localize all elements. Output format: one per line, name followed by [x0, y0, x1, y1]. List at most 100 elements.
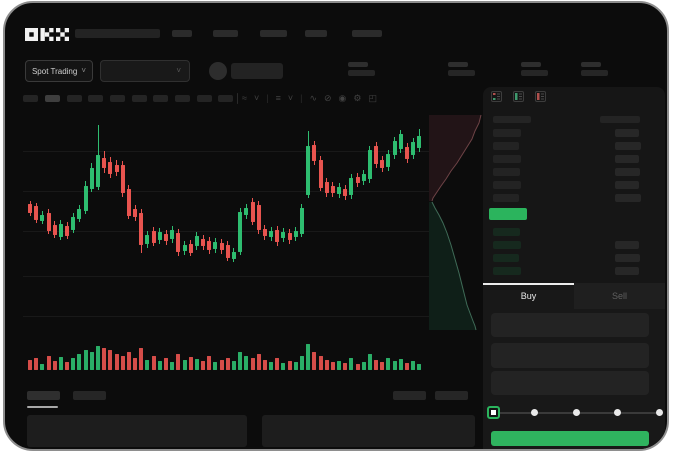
- volume-bar: [380, 362, 385, 370]
- nav-item-placeholder[interactable]: [172, 30, 192, 37]
- depth-chart[interactable]: [429, 111, 483, 333]
- orderbook-bids-view-icon[interactable]: [513, 91, 524, 102]
- volume-bar: [157, 361, 162, 370]
- last-price-bar[interactable]: [489, 208, 527, 220]
- tab-buy[interactable]: Buy: [483, 283, 574, 309]
- candle: [324, 182, 329, 193]
- volume-bar: [398, 359, 403, 370]
- header-search-placeholder[interactable]: [75, 29, 160, 38]
- amount-slider[interactable]: [486, 405, 663, 420]
- tab-sell[interactable]: Sell: [574, 283, 665, 309]
- chevron-down-icon: ˅: [81, 66, 87, 75]
- volume-bar: [417, 364, 422, 370]
- stat-value-placeholder: [581, 70, 608, 76]
- timeframe-button[interactable]: [218, 95, 233, 102]
- orderbook-bid-row[interactable]: [483, 238, 665, 251]
- orderbook-bid-row[interactable]: [483, 264, 665, 277]
- total-field[interactable]: [491, 371, 649, 395]
- timeframe-button[interactable]: [132, 95, 147, 102]
- orderbook-asks-view-icon[interactable]: [535, 91, 546, 102]
- candles-layer: [23, 111, 429, 336]
- candle: [83, 186, 88, 211]
- volume-bar: [231, 361, 236, 370]
- volume-bar: [330, 362, 335, 370]
- timeframe-button[interactable]: [67, 95, 82, 102]
- timeframe-button[interactable]: [110, 95, 125, 102]
- chart-gridline: [23, 151, 429, 152]
- orderbook-ask-row[interactable]: [483, 126, 665, 139]
- volume-bar: [367, 354, 372, 370]
- chevron-down-icon[interactable]: ˅: [287, 93, 294, 103]
- volume-bar: [262, 360, 267, 370]
- bid-size-bar: [493, 227, 520, 236]
- candle: [126, 189, 131, 216]
- orderbook-ask-row[interactable]: [483, 139, 665, 152]
- timeframe-button[interactable]: [23, 95, 38, 102]
- orderbook-ask-row[interactable]: [483, 152, 665, 165]
- amount-field[interactable]: [491, 343, 649, 368]
- price-chart[interactable]: [23, 111, 429, 336]
- buy-submit-button[interactable]: [491, 431, 649, 446]
- slider-stop-dot[interactable]: [655, 409, 663, 416]
- candle: [293, 231, 298, 237]
- volume-bar: [102, 348, 107, 370]
- camera-icon[interactable]: ◉: [338, 93, 347, 103]
- indicators-icon[interactable]: ≡: [275, 93, 281, 103]
- orderbook-combined-view-icon[interactable]: [491, 91, 502, 102]
- orderbook-bid-row[interactable]: [483, 225, 665, 238]
- volume-bar: [164, 358, 168, 370]
- slider-stop-dot[interactable]: [572, 409, 580, 416]
- candle: [330, 186, 335, 193]
- pair-selector[interactable]: ˅: [100, 60, 190, 82]
- bottom-action-placeholder[interactable]: [435, 391, 468, 400]
- bottom-tab-placeholder[interactable]: [73, 391, 106, 400]
- orderbook-bid-row[interactable]: [483, 251, 665, 264]
- candle: [318, 160, 323, 188]
- depth-bids-area: [429, 202, 476, 330]
- volume-bar: [287, 361, 292, 370]
- candle: [207, 241, 212, 250]
- timeframe-button-active[interactable]: [45, 95, 60, 102]
- volume-bar: [133, 358, 138, 370]
- bottom-tab-active-placeholder[interactable]: [27, 391, 60, 400]
- candle: [361, 174, 366, 181]
- timeframe-button[interactable]: [88, 95, 103, 102]
- volume-bar: [269, 362, 273, 370]
- stat-value-placeholder: [348, 70, 375, 76]
- interval-icon[interactable]: ≈: [242, 93, 247, 103]
- candle: [405, 147, 409, 159]
- volume-bar: [170, 362, 175, 370]
- timeframe-button[interactable]: [153, 95, 168, 102]
- slider-stop-dot[interactable]: [614, 409, 621, 416]
- candle: [417, 136, 422, 148]
- eraser-tool-icon[interactable]: ⊘: [323, 93, 332, 103]
- active-tab-underline: [27, 406, 58, 408]
- timeframe-button[interactable]: [175, 95, 190, 102]
- row-amount-bar: [615, 128, 639, 137]
- nav-item-placeholder[interactable]: [260, 30, 287, 37]
- orderbook-ask-row[interactable]: [483, 165, 665, 178]
- candle: [312, 145, 317, 161]
- nav-item-placeholder[interactable]: [305, 30, 327, 37]
- orderbook-ask-row[interactable]: [483, 191, 665, 204]
- chevron-down-icon[interactable]: ˅: [253, 93, 260, 103]
- fullscreen-icon[interactable]: ◰: [368, 93, 377, 103]
- nav-item-placeholder[interactable]: [213, 30, 238, 37]
- settings-icon[interactable]: ⚙: [353, 93, 362, 103]
- nav-item-placeholder[interactable]: [352, 30, 382, 37]
- volume-bar: [96, 346, 100, 370]
- bid-size-bar: [493, 266, 521, 275]
- slider-handle[interactable]: [486, 406, 500, 419]
- volume-bar: [238, 352, 243, 370]
- bottom-action-placeholder[interactable]: [393, 391, 426, 400]
- ask-size-bar: [493, 180, 521, 189]
- volume-bar: [176, 354, 181, 370]
- line-tool-icon[interactable]: ∿: [309, 93, 317, 103]
- volume-chart[interactable]: [23, 339, 429, 370]
- candle: [355, 177, 360, 183]
- slider-stop-dot[interactable]: [531, 409, 538, 416]
- timeframe-button[interactable]: [197, 95, 212, 102]
- spot-trading-selector[interactable]: Spot Trading ˅: [25, 60, 93, 82]
- price-field[interactable]: [491, 313, 649, 337]
- orderbook-ask-row[interactable]: [483, 178, 665, 191]
